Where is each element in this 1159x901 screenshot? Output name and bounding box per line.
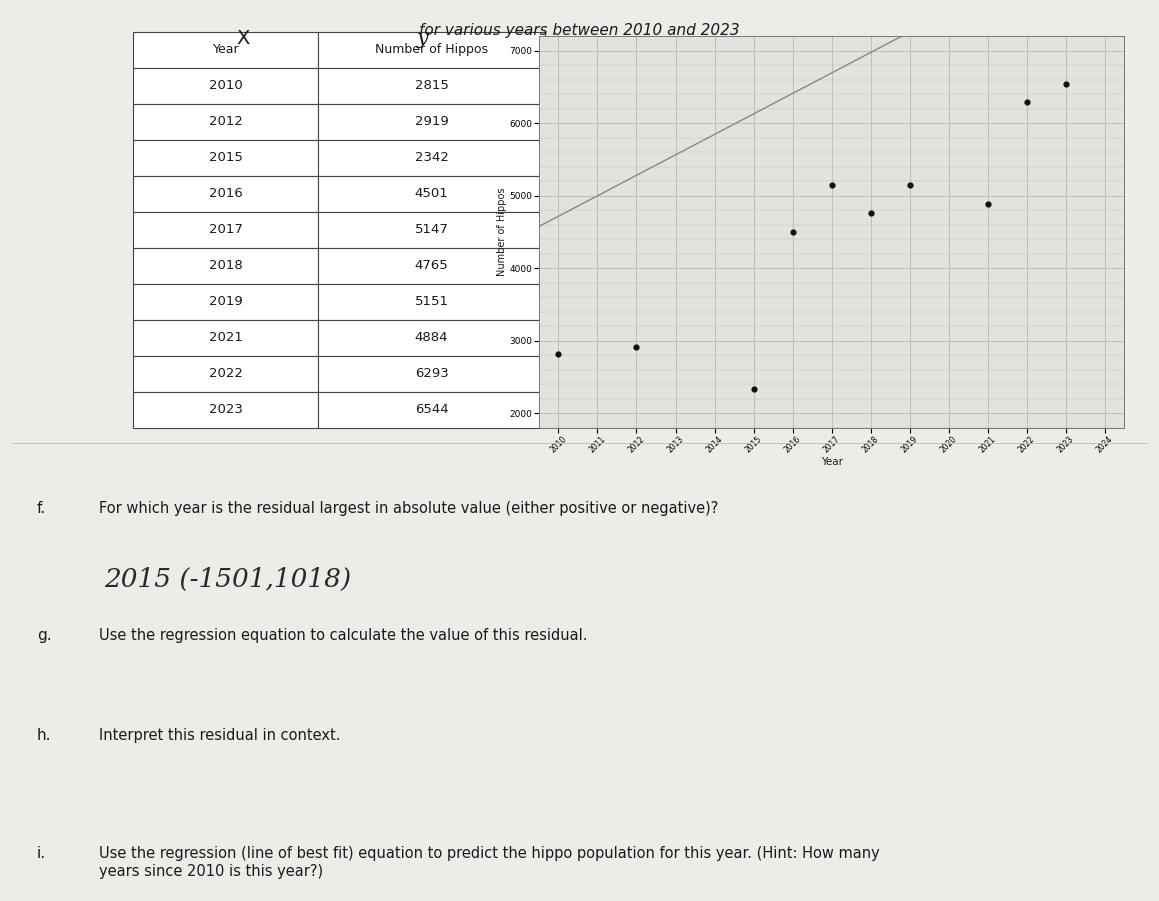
Text: Use the regression equation to calculate the value of this residual.: Use the regression equation to calculate… (99, 628, 586, 643)
Bar (319, 68, 545, 104)
Bar (133, 212, 319, 248)
Text: 6293: 6293 (415, 368, 449, 380)
Bar (319, 104, 545, 140)
Bar (319, 248, 545, 284)
Text: h.: h. (37, 728, 52, 743)
Point (1056, 77, 1074, 91)
Text: 2010: 2010 (209, 79, 242, 92)
Text: 2023: 2023 (209, 404, 242, 416)
Bar (319, 212, 545, 248)
Text: y: y (417, 29, 429, 48)
Text: 4765: 4765 (415, 259, 449, 272)
Bar (319, 176, 545, 212)
Text: 2017: 2017 (209, 223, 242, 236)
Text: X: X (236, 29, 250, 48)
Bar (319, 392, 545, 428)
Point (978, 197, 997, 212)
Bar (133, 392, 319, 428)
Point (627, 340, 646, 354)
Text: 2919: 2919 (415, 115, 449, 128)
Text: 5151: 5151 (415, 296, 449, 308)
Bar (133, 140, 319, 176)
Text: f.: f. (37, 501, 46, 515)
Text: 2342: 2342 (415, 151, 449, 164)
Text: 4884: 4884 (415, 332, 449, 344)
Text: 2012: 2012 (209, 115, 242, 128)
Text: For which year is the residual largest in absolute value (either positive or neg: For which year is the residual largest i… (99, 501, 717, 515)
Text: for various years between 2010 and 2023: for various years between 2010 and 2023 (420, 23, 739, 38)
Text: 2815: 2815 (415, 79, 449, 92)
Point (1018, 95, 1036, 109)
Text: Interpret this residual in context.: Interpret this residual in context. (99, 728, 340, 743)
Text: 4501: 4501 (415, 187, 449, 200)
Bar (133, 320, 319, 356)
Bar (319, 140, 545, 176)
Point (783, 224, 802, 239)
Text: 2022: 2022 (209, 368, 242, 380)
Text: 6544: 6544 (415, 404, 449, 416)
Text: Year: Year (212, 43, 239, 56)
Text: Number of Hippos: Number of Hippos (376, 43, 488, 56)
Point (744, 381, 763, 396)
Point (861, 205, 880, 220)
Bar (133, 32, 319, 68)
Bar (133, 68, 319, 104)
Text: 2019: 2019 (209, 296, 242, 308)
Text: 5147: 5147 (415, 223, 449, 236)
Bar (133, 356, 319, 392)
Point (901, 177, 919, 192)
Text: 2015 (-1501,1018): 2015 (-1501,1018) (104, 567, 351, 592)
Bar (133, 104, 319, 140)
Y-axis label: Number of Hippos: Number of Hippos (497, 187, 506, 277)
Bar (133, 176, 319, 212)
Point (822, 177, 840, 192)
Bar (319, 356, 545, 392)
Bar (133, 248, 319, 284)
Point (549, 347, 568, 361)
Bar (319, 32, 545, 68)
Text: 2018: 2018 (209, 259, 242, 272)
Text: 2021: 2021 (209, 332, 242, 344)
Bar (319, 284, 545, 320)
Text: g.: g. (37, 628, 52, 643)
Bar (133, 284, 319, 320)
Text: i.: i. (37, 846, 46, 861)
X-axis label: Year: Year (821, 457, 843, 467)
Text: Use the regression (line of best fit) equation to predict the hippo population f: Use the regression (line of best fit) eq… (99, 846, 880, 878)
Text: 2015: 2015 (209, 151, 242, 164)
Bar (319, 320, 545, 356)
Text: 2016: 2016 (209, 187, 242, 200)
